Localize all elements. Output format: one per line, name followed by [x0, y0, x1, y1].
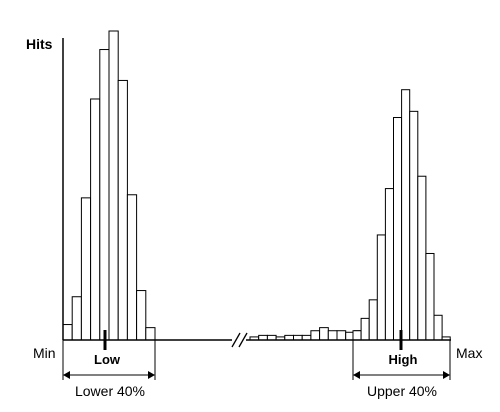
- histogram-bar-upper-0: [352, 330, 362, 341]
- histogram-bar-lower-0: [62, 324, 73, 341]
- histogram-bar-middle-8: [319, 327, 329, 341]
- histogram-bar-middle-10: [336, 330, 347, 341]
- high-marker-label: High: [389, 352, 418, 367]
- histogram-bar-lower-7: [126, 194, 138, 341]
- histogram-bar-middle-7: [310, 330, 321, 341]
- y-axis-label: Hits: [26, 36, 53, 52]
- histogram-bar-upper-6: [401, 89, 411, 341]
- histogram-bar-upper-9: [425, 252, 435, 341]
- histogram-bar-upper-5: [393, 117, 403, 341]
- x-axis-min-label: Min: [33, 345, 56, 361]
- x-axis-max-label: Max: [456, 345, 482, 361]
- histogram-bar-lower-6: [117, 79, 128, 341]
- histogram-bar-upper-10: [433, 314, 443, 341]
- histogram-bar-upper-7: [409, 110, 419, 341]
- histogram-bar-lower-4: [99, 49, 110, 341]
- upper-range-label: Upper 40%: [367, 383, 437, 399]
- histogram-bar-upper-1: [360, 317, 370, 341]
- axis-break-mark-left: [231, 332, 241, 348]
- low-marker-label: Low: [94, 352, 121, 367]
- histogram-bar-lower-2: [80, 197, 92, 341]
- lower-range-label: Lower 40%: [75, 383, 145, 399]
- bars: [62, 30, 451, 341]
- lower-range-arrow-right: [148, 371, 155, 379]
- histogram-bar-upper-8: [417, 175, 427, 341]
- upper-range-arrow-right: [443, 371, 450, 379]
- histogram-bar-lower-5: [108, 30, 119, 341]
- lower-range-arrow-left: [63, 371, 70, 379]
- histogram-bar-middle-9: [327, 330, 338, 341]
- histogram-bar-lower-3: [90, 98, 101, 341]
- histogram-bar-lower-8: [136, 290, 147, 341]
- histogram-bar-lower-9: [145, 327, 156, 341]
- histogram-bar-upper-2: [368, 299, 378, 341]
- upper-range-arrow-left: [353, 371, 360, 379]
- histogram-bar-upper-3: [376, 234, 386, 341]
- histogram-bar-upper-4: [384, 188, 394, 341]
- histogram-bar-lower-1: [71, 296, 82, 341]
- axis-break-mark-right: [238, 332, 248, 348]
